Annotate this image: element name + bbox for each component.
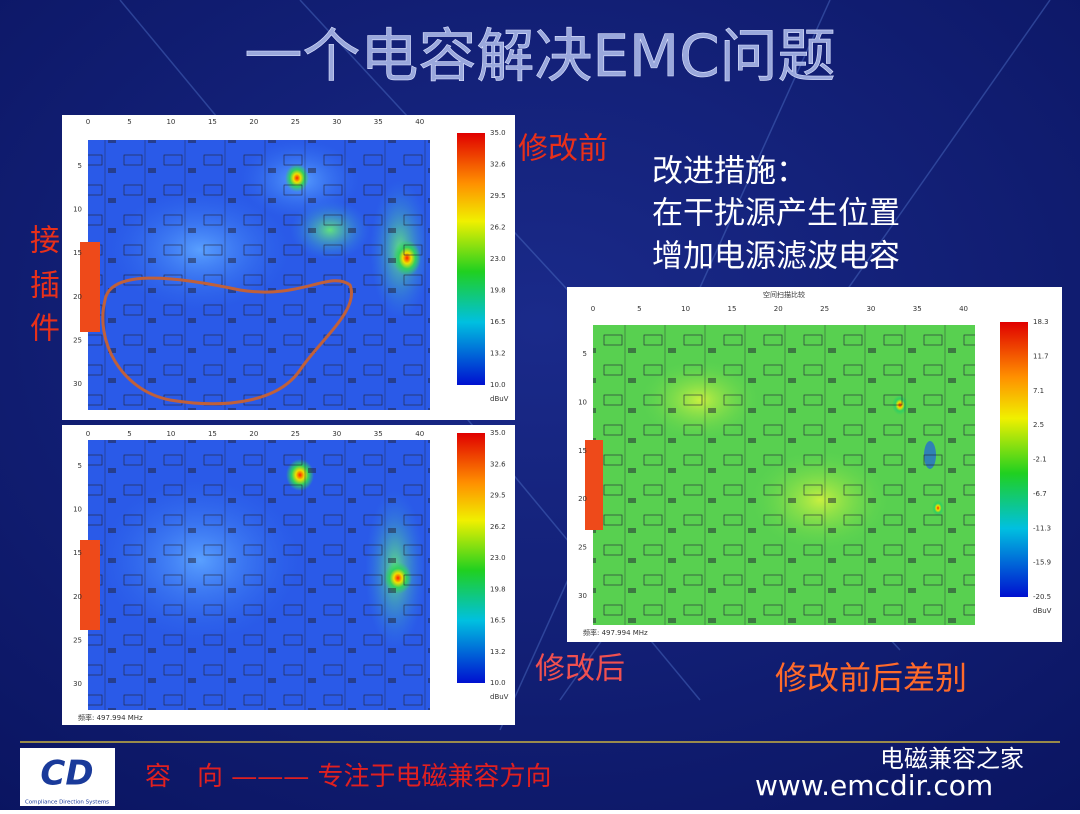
y-tick-label: 30 bbox=[73, 380, 82, 388]
x-tick-label: 5 bbox=[127, 430, 131, 438]
y-tick-label: 10 bbox=[578, 398, 587, 406]
colorbar-label: 32.6 bbox=[490, 161, 506, 169]
x-tick-label: 25 bbox=[291, 430, 300, 438]
unit-label: dBuV bbox=[1033, 607, 1052, 615]
x-tick-label: 15 bbox=[208, 430, 217, 438]
x-tick-label: 35 bbox=[374, 118, 383, 126]
colorbar-label: 7.1 bbox=[1033, 387, 1044, 395]
measure-line: 增加电源滤波电容 bbox=[652, 239, 900, 275]
label-before: 修改前 bbox=[518, 132, 608, 167]
y-tick-label: 20 bbox=[73, 293, 82, 301]
x-tick-label: 40 bbox=[415, 430, 424, 438]
y-tick-label: 15 bbox=[578, 447, 587, 455]
x-tick-label: 40 bbox=[415, 118, 424, 126]
colorbar-label: 29.5 bbox=[490, 492, 506, 500]
x-tick-label: 10 bbox=[166, 118, 175, 126]
colorbar-label: 13.2 bbox=[490, 350, 506, 358]
connector-char: 接 bbox=[30, 224, 60, 259]
x-tick-label: 25 bbox=[291, 118, 300, 126]
colorbar-label: 26.2 bbox=[490, 523, 506, 531]
y-tick-label: 20 bbox=[73, 593, 82, 601]
x-tick-label: 35 bbox=[913, 305, 922, 313]
logo-text: CD bbox=[40, 754, 93, 794]
colorbar-label: 16.5 bbox=[490, 318, 506, 326]
y-tick-label: 5 bbox=[78, 462, 82, 470]
wechat: 电磁兼容之家 bbox=[880, 745, 1024, 773]
colorbar-label: 16.5 bbox=[490, 617, 506, 625]
x-tick-label: 25 bbox=[820, 305, 829, 313]
x-tick-label: 15 bbox=[727, 305, 736, 313]
measure-line: 改进措施： bbox=[652, 154, 807, 190]
colorbar-label: 10.0 bbox=[490, 679, 506, 687]
y-tick-label: 25 bbox=[73, 636, 82, 644]
y-tick-label: 25 bbox=[578, 544, 587, 552]
y-tick-label: 15 bbox=[73, 549, 82, 557]
colorbar-label: 10.0 bbox=[490, 381, 506, 389]
x-tick-label: 30 bbox=[332, 430, 341, 438]
colorbar-label: 11.7 bbox=[1033, 352, 1049, 360]
colorbar-label: -20.5 bbox=[1033, 593, 1051, 601]
colorbar-label: -2.1 bbox=[1033, 456, 1047, 464]
colorbar-label: 35.0 bbox=[490, 429, 506, 437]
colorbar-label: 19.8 bbox=[490, 287, 506, 295]
y-tick-label: 5 bbox=[583, 350, 587, 358]
colorbar-label: 29.5 bbox=[490, 192, 506, 200]
colorbar-label: -15.9 bbox=[1033, 559, 1051, 567]
x-tick-label: 20 bbox=[249, 118, 258, 126]
frequency-label: 频率: 497.994 MHz bbox=[78, 713, 143, 722]
x-tick-label: 10 bbox=[166, 430, 175, 438]
x-tick-label: 40 bbox=[959, 305, 968, 313]
x-tick-label: 0 bbox=[86, 118, 90, 126]
colorbar-label: 23.0 bbox=[490, 554, 506, 562]
x-tick-label: 20 bbox=[249, 430, 258, 438]
x-tick-label: 5 bbox=[637, 305, 641, 313]
colorbar-label: 23.0 bbox=[490, 255, 506, 263]
colorbar-label: -6.7 bbox=[1033, 490, 1047, 498]
slogan: 容 向 ——— 专注于电磁兼容方向 bbox=[145, 762, 552, 792]
colorbar-label: 2.5 bbox=[1033, 421, 1044, 429]
y-tick-label: 5 bbox=[78, 162, 82, 170]
measure-line: 在干扰源产生位置 bbox=[652, 196, 900, 232]
connector-char: 件 bbox=[30, 312, 60, 347]
y-tick-label: 20 bbox=[578, 495, 587, 503]
y-tick-label: 10 bbox=[73, 206, 82, 214]
label-after: 修改后 bbox=[535, 652, 625, 687]
colorbar-label: 19.8 bbox=[490, 585, 506, 593]
x-tick-label: 30 bbox=[866, 305, 875, 313]
label-difference: 修改前后差别 bbox=[775, 659, 967, 697]
x-tick-label: 15 bbox=[208, 118, 217, 126]
x-tick-label: 0 bbox=[86, 430, 90, 438]
x-tick-label: 35 bbox=[374, 430, 383, 438]
logo bbox=[20, 748, 115, 806]
colorbar-label: 35.0 bbox=[490, 129, 506, 137]
url: www.emcdir.com bbox=[755, 769, 993, 802]
y-tick-label: 10 bbox=[73, 506, 82, 514]
y-tick-label: 30 bbox=[73, 680, 82, 688]
unit-label: dBuV bbox=[490, 395, 509, 403]
colorbar-label: 32.6 bbox=[490, 460, 506, 468]
x-tick-label: 10 bbox=[681, 305, 690, 313]
y-tick-label: 25 bbox=[73, 336, 82, 344]
y-tick-label: 30 bbox=[578, 592, 587, 600]
map-title: 空间扫描比较 bbox=[763, 290, 805, 299]
company: Compliance Direction Systems bbox=[25, 800, 109, 806]
connector-char: 插 bbox=[30, 269, 60, 304]
x-tick-label: 20 bbox=[774, 305, 783, 313]
y-tick-label: 15 bbox=[73, 249, 82, 257]
title: 一个电容解决EMC问题 bbox=[244, 22, 835, 90]
x-tick-label: 0 bbox=[591, 305, 595, 313]
colorbar-label: -11.3 bbox=[1033, 524, 1051, 532]
colorbar-label: 18.3 bbox=[1033, 318, 1049, 326]
colorbar-label: 13.2 bbox=[490, 648, 506, 656]
x-tick-label: 5 bbox=[127, 118, 131, 126]
frequency-label: 频率: 497.994 MHz bbox=[583, 628, 648, 637]
unit-label: dBuV bbox=[490, 693, 509, 701]
x-tick-label: 30 bbox=[332, 118, 341, 126]
colorbar-label: 26.2 bbox=[490, 224, 506, 232]
